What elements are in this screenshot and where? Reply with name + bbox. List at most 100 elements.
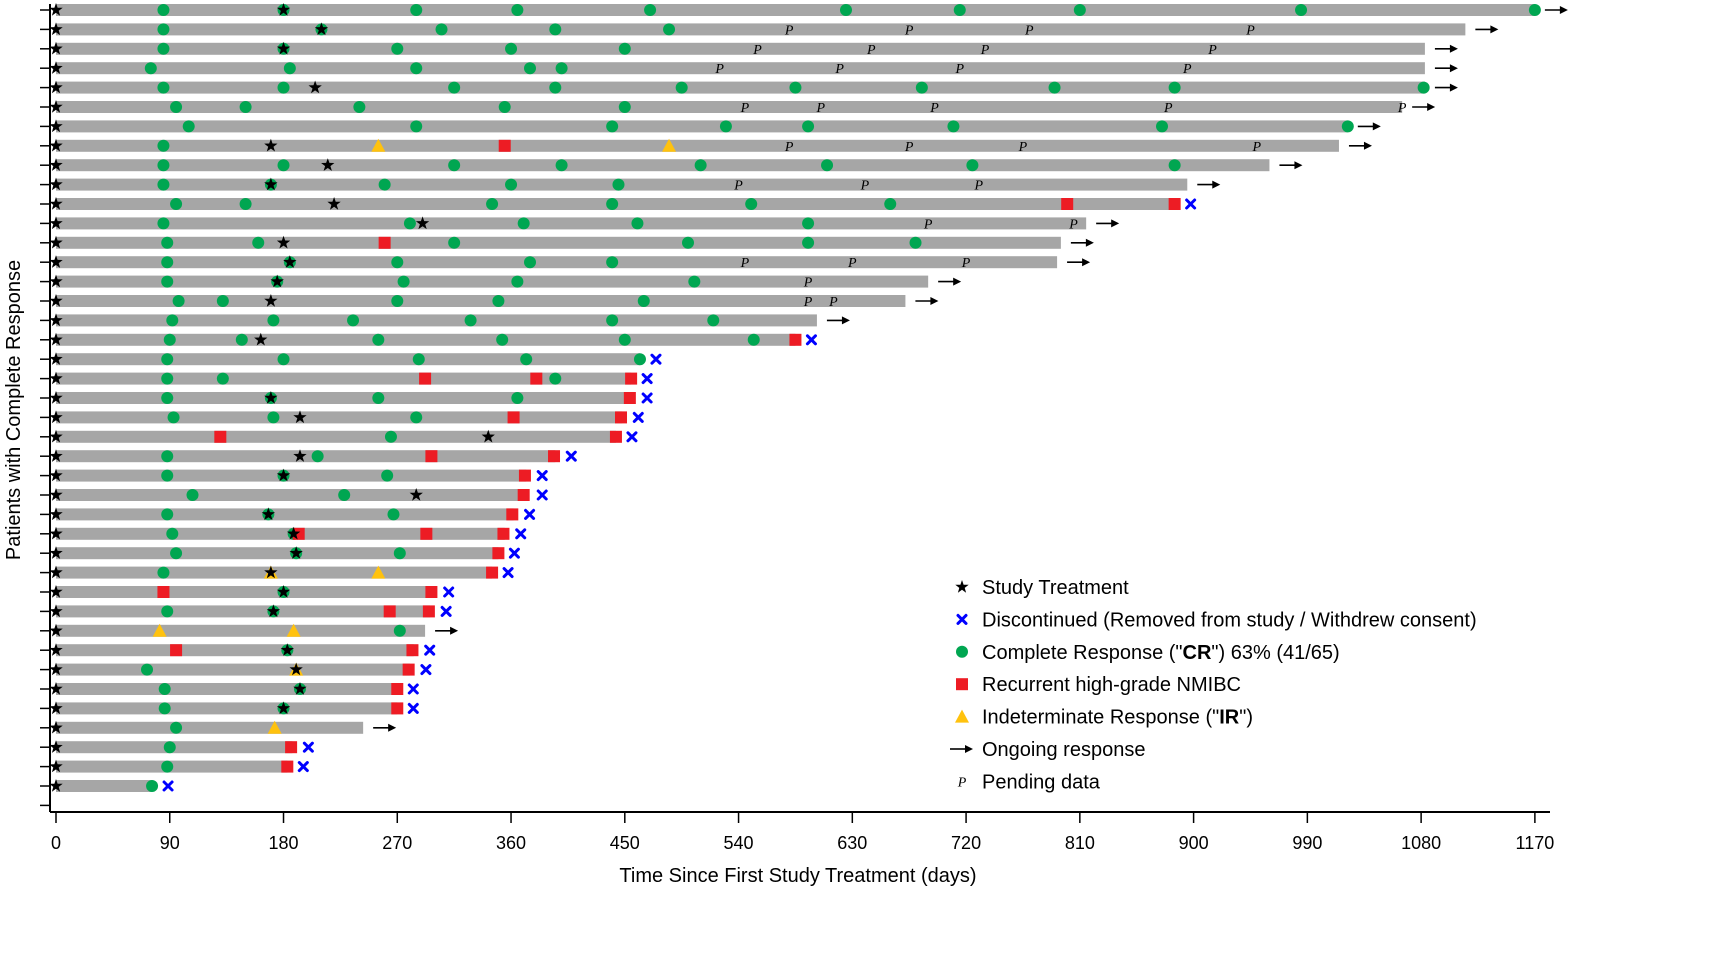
patient-17-ongoing-arrow-head: [841, 316, 850, 325]
patient-6-pending-1: P: [740, 101, 750, 116]
patient-29-recurrence-1: [492, 547, 505, 560]
patient-5-cr-4: [549, 81, 562, 94]
patient-40-discontinued-stroke-b: [297, 761, 309, 773]
patient-31-treatment-1: [49, 585, 63, 598]
patient-22-discontinued-stroke-b: [632, 411, 644, 423]
y-ticks: [40, 9, 50, 807]
x-tick-label-990: 990: [1292, 833, 1322, 853]
patient-20-recurrence-3: [625, 372, 638, 385]
patient-13-cr-3: [448, 236, 461, 249]
patient-2-cr-5: [663, 23, 676, 36]
patient-39-cr-1: [163, 741, 176, 754]
patient-1-cr-5: [644, 4, 657, 16]
patient-5-cr-5: [675, 81, 688, 94]
patient-35-discontinued: [420, 664, 432, 676]
legend: Study Treatment Discontinued (Removed fro…: [950, 577, 1477, 793]
patient-25-discontinued-stroke-b: [536, 470, 548, 482]
legend-disc-x-icon-stroke-b: [956, 613, 968, 625]
patient-20-recurrence-1: [419, 372, 432, 385]
patient-3-pending-2: P: [866, 43, 876, 58]
x-tick-label-630: 630: [837, 833, 867, 853]
patient-4-pending-4: P: [1182, 62, 1192, 77]
patient-20-cr-2: [216, 372, 229, 385]
patient-14-cr-1: [161, 256, 174, 269]
patient-25-treatment-1: [49, 468, 63, 482]
patient-8-ongoing-arrow-head: [1363, 141, 1372, 150]
x-axis-title: Time Since First Study Treatment (days): [619, 865, 976, 887]
patient-13-cr-1: [161, 236, 174, 249]
patient-1-treatment-2: [276, 3, 291, 16]
patient-11-treatment-1: [49, 197, 63, 210]
patient-16-treatment-1: [49, 294, 63, 307]
patient-19-treatment-1: [49, 352, 63, 365]
patient-30-discontinued: [502, 567, 514, 579]
patient-19-discontinued: [650, 353, 662, 365]
patient-11-treatment-2: [327, 197, 341, 210]
legend-ir-triangle-icon: [955, 709, 969, 723]
patient-28-bar: [56, 527, 505, 540]
patient-11-cr-1: [170, 198, 183, 210]
patient-9-treatment-2: [321, 158, 335, 171]
patient-14-pending-2: P: [847, 256, 857, 271]
x-tick-label-0: 0: [51, 833, 61, 853]
patient-8-cr-1: [157, 139, 170, 152]
patient-33-ir-2: [286, 623, 301, 637]
patient-29-treatment-2: [289, 546, 303, 559]
patient-34-treatment-2: [280, 643, 294, 656]
patient-7-ongoing-arrow: [1357, 122, 1381, 131]
patient-15-ongoing-arrow-head: [953, 277, 962, 286]
patient-2-pending-3: P: [1024, 23, 1034, 38]
patient-17-ongoing-arrow: [826, 316, 850, 325]
patient-30-ir-2: [371, 565, 386, 579]
patient-28-discontinued: [515, 528, 527, 540]
patient-5-cr-9: [1168, 81, 1181, 94]
patient-11-cr-5: [745, 198, 758, 210]
patient-24-discontinued: [565, 450, 577, 462]
patient-27-discontinued: [524, 508, 536, 520]
patient-8-bar: [56, 139, 1339, 152]
patient-4-cr-1: [144, 62, 157, 75]
patient-10-cr-1: [157, 178, 170, 191]
patient-32-recurrence-1: [383, 605, 396, 618]
patient-19-cr-3: [412, 353, 425, 366]
patient-1-cr-10: [1528, 4, 1541, 16]
patient-24-cr-2: [311, 450, 324, 463]
patient-20-discontinued: [641, 373, 653, 385]
patient-16-cr-3: [391, 295, 404, 307]
patient-23-treatment-2: [481, 429, 495, 443]
patient-41-treatment-1: [49, 779, 63, 792]
patient-32-recurrence-2: [422, 605, 435, 618]
patient-29-discontinued: [508, 547, 520, 559]
patient-21-treatment-1: [49, 391, 63, 404]
patient-9-cr-4: [555, 159, 568, 172]
patient-15-cr-4: [511, 275, 524, 288]
patient-1-ongoing-arrow-head: [1559, 6, 1568, 14]
patient-8-recurrence-1: [498, 139, 511, 152]
patient-35-discontinued-stroke-b: [420, 664, 432, 676]
patient-18-cr-6: [747, 333, 760, 346]
legend-treat-label: Study Treatment: [982, 577, 1129, 599]
patient-3-treatment-1: [49, 41, 63, 55]
patient-5-cr-2: [277, 81, 290, 94]
patient-24-treatment-2: [293, 449, 307, 462]
patient-10-pending-3: P: [973, 179, 983, 194]
patient-14-cr-4: [524, 256, 536, 269]
patient-34-recurrence-2: [406, 644, 419, 657]
patient-40-cr-1: [161, 760, 174, 773]
patient-17-cr-2: [267, 314, 280, 327]
patient-37-treatment-1: [49, 701, 63, 715]
patient-31-bar: [56, 586, 433, 598]
patient-14-pending-3: P: [961, 256, 971, 271]
patient-6-bar: [56, 101, 1403, 113]
patient-17-bar: [56, 314, 817, 327]
patient-18-discontinued: [805, 334, 817, 346]
legend-rec-square-icon: [956, 678, 968, 691]
patient-16-cr-5: [637, 295, 650, 307]
patient-26-cr-2: [338, 489, 351, 501]
patient-7-cr-8: [1341, 120, 1354, 133]
patient-16-pending-1: P: [803, 295, 813, 310]
patient-27-treatment-2: [261, 507, 275, 521]
y-axis-title: Patients with Complete Response: [3, 260, 25, 560]
patient-4-pending-1: P: [714, 62, 724, 77]
patient-6-pending-3: P: [929, 101, 939, 116]
